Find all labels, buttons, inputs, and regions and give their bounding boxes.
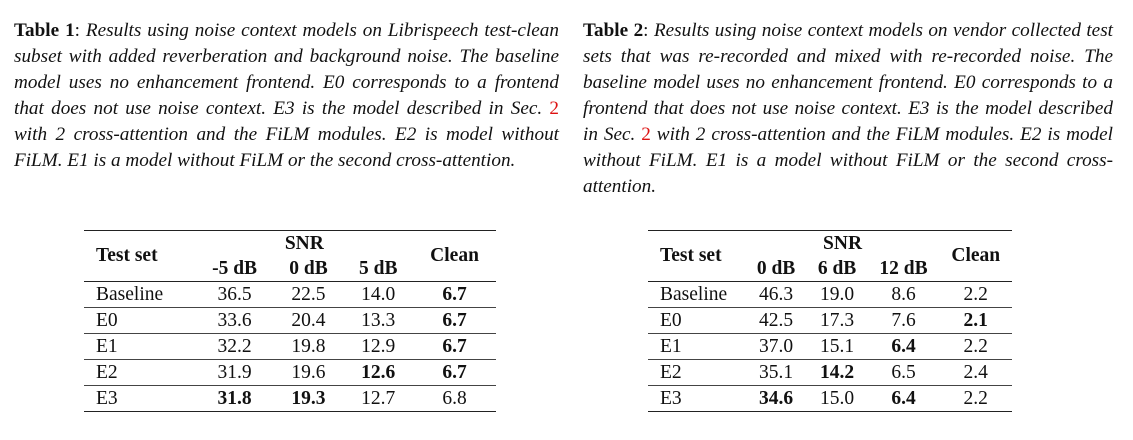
row-name-cell: E3: [648, 385, 746, 412]
snr-column-header: 0 dB: [756, 257, 796, 279]
value-cell: 6.7: [413, 333, 496, 360]
value-cell: 37.0: [745, 333, 807, 360]
value-cell: 2.2: [939, 385, 1012, 412]
value-cell: 2.4: [939, 359, 1012, 386]
snr-column-header: 0 dB: [289, 257, 328, 279]
value-cell: 32.2: [195, 333, 274, 360]
table-row: E0 33.6 20.4 13.3 6.7: [84, 307, 496, 334]
value-cell: 35.1: [745, 359, 807, 386]
value-cell: 2.2: [939, 333, 1012, 360]
snr-column-header: 6 dB: [817, 257, 857, 279]
table-2-caption-text: Results using noise context models on ve…: [583, 20, 1113, 145]
table-row: E2 35.1 14.2 6.5 2.4: [648, 359, 1012, 386]
section-reference-link[interactable]: 2: [641, 124, 651, 145]
test-set-header: Test set: [648, 230, 746, 282]
table-1-caption-text-end: with 2 cross-attention and the FiLM modu…: [14, 124, 559, 171]
value-cell: 12.9: [343, 333, 414, 360]
value-cell: 19.8: [273, 333, 344, 360]
value-cell: 6.4: [867, 333, 940, 360]
table-2-block: Table 2: Results using noise context mod…: [583, 18, 1114, 412]
value-cell: 12.6: [343, 359, 414, 386]
snr-column-header: 5 dB: [358, 257, 398, 279]
value-cell: 14.0: [343, 281, 414, 308]
value-cell: 2.2: [939, 281, 1012, 308]
table-row: E2 31.9 19.6 12.6 6.7: [84, 359, 496, 386]
table-1-caption-text: Results using noise context models on Li…: [14, 20, 559, 119]
table-row: E3 34.6 15.0 6.4 2.2: [648, 385, 1012, 412]
table-row: Baseline 36.5 22.5 14.0 6.7: [84, 281, 496, 308]
snr-group-header: SNR: [745, 230, 940, 256]
value-cell: 12.7: [343, 385, 414, 412]
snr-column-header: 12 dB: [879, 257, 928, 279]
value-cell: 20.4: [273, 307, 344, 334]
value-cell: 46.3: [745, 281, 807, 308]
value-cell: 6.4: [867, 385, 940, 412]
value-cell: 42.5: [745, 307, 807, 334]
header-row: Test set SNR Clean: [648, 230, 1012, 282]
value-cell: 36.5: [195, 281, 274, 308]
value-cell: 6.8: [413, 385, 496, 412]
clean-header: Clean: [939, 230, 1012, 282]
value-cell: 7.6: [867, 307, 940, 334]
clean-header: Clean: [413, 230, 496, 282]
value-cell: 22.5: [273, 281, 344, 308]
table-row: E0 42.5 17.3 7.6 2.1: [648, 307, 1012, 334]
value-cell: 31.9: [195, 359, 274, 386]
table-1-caption: Table 1: Results using noise context mod…: [14, 20, 560, 171]
row-name-cell: E1: [648, 333, 746, 360]
table-1-block: Table 1: Results using noise context mod…: [14, 18, 560, 412]
section-reference-link[interactable]: 2: [549, 98, 560, 119]
header-row: Test set SNR Clean: [84, 230, 496, 282]
table-row: E1 32.2 19.8 12.9 6.7: [84, 333, 496, 360]
row-name-cell: E0: [648, 307, 746, 334]
value-cell: 2.1: [939, 307, 1012, 334]
snr-subheader-row: 0 dB 6 dB 12 dB: [648, 256, 1012, 282]
table-2-caption: Table 2: Results using noise context mod…: [583, 20, 1114, 197]
value-cell: 6.7: [413, 359, 496, 386]
row-name-cell: E0: [84, 307, 196, 334]
value-cell: 17.3: [806, 307, 868, 334]
snr-column-header: -5 dB: [212, 257, 258, 279]
row-name-cell: E1: [84, 333, 196, 360]
value-cell: 15.1: [806, 333, 868, 360]
results-table-2: Test set SNR Clean 0 dB 6 dB 12 dB Baseline 46.…: [648, 230, 1012, 412]
row-name-cell: Baseline: [84, 281, 196, 308]
table-row: E1 37.0 15.1 6.4 2.2: [648, 333, 1012, 360]
value-cell: 33.6: [195, 307, 274, 334]
row-name-cell: E2: [648, 359, 746, 386]
table-row: Baseline 46.3 19.0 8.6 2.2: [648, 281, 1012, 308]
test-set-header: Test set: [84, 230, 196, 282]
table-2-label: Table 2: [583, 20, 644, 41]
value-cell: 6.7: [413, 307, 496, 334]
table-1-label: Table 1: [14, 20, 75, 41]
snr-subheader-row: -5 dB 0 dB 5 dB: [84, 256, 496, 282]
value-cell: 31.8: [195, 385, 274, 412]
value-cell: 19.6: [273, 359, 344, 386]
value-cell: 19.0: [806, 281, 868, 308]
value-cell: 19.3: [273, 385, 344, 412]
snr-group-header: SNR: [195, 230, 414, 256]
results-table-1: Test set SNR Clean -5 dB 0 dB 5 dB Baseline 36.…: [84, 230, 496, 412]
value-cell: 34.6: [745, 385, 807, 412]
row-name-cell: Baseline: [648, 281, 746, 308]
value-cell: 13.3: [343, 307, 414, 334]
row-name-cell: E2: [84, 359, 196, 386]
table-row: E3 31.8 19.3 12.7 6.8: [84, 385, 496, 412]
value-cell: 6.5: [867, 359, 940, 386]
value-cell: 6.7: [413, 281, 496, 308]
value-cell: 14.2: [806, 359, 868, 386]
row-name-cell: E3: [84, 385, 196, 412]
value-cell: 8.6: [867, 281, 940, 308]
table-2-caption-text-end: with 2 cross-attention and the FiLM modu…: [583, 124, 1114, 197]
value-cell: 15.0: [806, 385, 868, 412]
